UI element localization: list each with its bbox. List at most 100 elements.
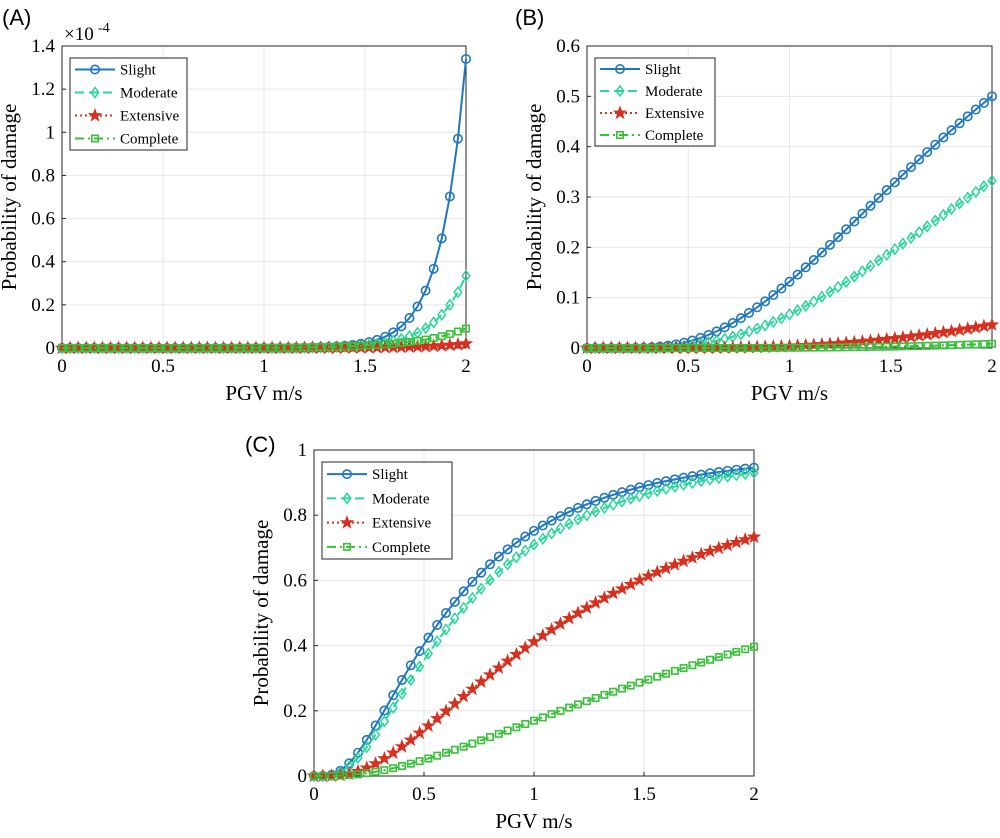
y-tick-label: 0.8 bbox=[31, 165, 55, 186]
data-point bbox=[676, 553, 691, 568]
data-point bbox=[500, 653, 515, 668]
legend-label: Moderate bbox=[645, 84, 703, 100]
data-point bbox=[555, 511, 566, 522]
data-point bbox=[714, 471, 724, 485]
data-point bbox=[394, 739, 410, 753]
data-point bbox=[769, 343, 778, 352]
data-point bbox=[922, 220, 932, 233]
data-point bbox=[389, 339, 398, 348]
data-point bbox=[800, 262, 811, 273]
legend-marker bbox=[90, 64, 101, 75]
data-point bbox=[187, 343, 196, 352]
data-point bbox=[865, 259, 876, 273]
legend-marker bbox=[339, 515, 355, 529]
data-point bbox=[138, 343, 147, 352]
data-point bbox=[368, 756, 383, 770]
series-line bbox=[313, 471, 755, 777]
data-point bbox=[403, 732, 419, 747]
data-point bbox=[512, 723, 521, 732]
data-point bbox=[356, 341, 365, 350]
data-point bbox=[397, 338, 406, 347]
data-point bbox=[98, 343, 107, 352]
data-point bbox=[617, 684, 626, 693]
data-point bbox=[898, 237, 908, 250]
data-point bbox=[529, 538, 539, 551]
y-tick-label: 1.4 bbox=[31, 36, 55, 57]
data-point bbox=[590, 505, 601, 518]
legend-marker bbox=[87, 107, 103, 122]
data-point bbox=[915, 341, 924, 350]
y-exponent-power: -4 bbox=[98, 21, 110, 36]
data-point bbox=[163, 343, 172, 352]
data-point bbox=[405, 660, 416, 671]
data-point bbox=[82, 343, 91, 352]
data-point bbox=[672, 343, 681, 352]
data-point bbox=[447, 696, 463, 710]
data-point bbox=[276, 343, 285, 352]
legend-marker bbox=[612, 105, 628, 120]
data-point bbox=[353, 751, 363, 765]
data-point bbox=[824, 239, 835, 250]
y-tick-label: 0.6 bbox=[31, 209, 55, 230]
data-point bbox=[458, 336, 474, 350]
data-point bbox=[939, 341, 948, 350]
data-point bbox=[362, 769, 371, 778]
data-point bbox=[705, 655, 714, 664]
x-tick-label: 2 bbox=[461, 356, 471, 377]
data-point bbox=[484, 559, 495, 570]
data-point bbox=[670, 666, 679, 675]
y-tick-label: 0.4 bbox=[283, 636, 307, 657]
legend: Slight Moderate Extensive Complete bbox=[321, 461, 453, 560]
data-point bbox=[437, 308, 447, 322]
y-tick-label: 1 bbox=[298, 440, 308, 461]
data-point bbox=[591, 693, 600, 702]
data-point bbox=[736, 327, 746, 341]
data-point bbox=[678, 478, 689, 491]
data-point bbox=[468, 739, 477, 748]
data-point bbox=[509, 646, 524, 661]
data-point bbox=[348, 342, 357, 351]
x-tick-label: 0.5 bbox=[676, 356, 700, 377]
data-point bbox=[377, 750, 392, 765]
panel-label: (B) bbox=[515, 5, 544, 30]
data-point bbox=[776, 283, 787, 294]
data-point bbox=[643, 487, 654, 500]
x-tick-label: 1.5 bbox=[879, 356, 903, 377]
data-point bbox=[227, 343, 236, 352]
data-point bbox=[693, 546, 709, 561]
data-point bbox=[556, 706, 565, 715]
data-point bbox=[834, 343, 843, 352]
data-point bbox=[547, 710, 556, 719]
data-point bbox=[467, 576, 478, 587]
data-point bbox=[970, 104, 981, 115]
data-point bbox=[485, 733, 494, 742]
data-point bbox=[749, 642, 758, 651]
data-point bbox=[866, 342, 875, 351]
data-point bbox=[605, 585, 621, 600]
data-point bbox=[850, 343, 859, 352]
data-point bbox=[749, 466, 759, 479]
y-tick-label: 0.6 bbox=[283, 570, 307, 591]
data-point bbox=[517, 640, 533, 655]
data-point bbox=[432, 635, 442, 648]
data-point bbox=[626, 492, 636, 505]
data-point bbox=[353, 770, 362, 779]
data-point bbox=[979, 340, 988, 349]
data-point bbox=[553, 616, 568, 631]
data-point bbox=[467, 591, 478, 605]
data-point bbox=[641, 568, 656, 583]
data-point bbox=[731, 468, 742, 482]
data-point bbox=[881, 185, 892, 196]
data-point bbox=[962, 111, 973, 122]
data-point bbox=[146, 343, 155, 352]
series-line bbox=[313, 466, 755, 777]
data-point bbox=[476, 582, 486, 595]
y-tick-label: 0.5 bbox=[556, 86, 580, 107]
legend-label: Extensive bbox=[120, 109, 179, 125]
data-point bbox=[406, 759, 415, 768]
data-point bbox=[385, 745, 401, 759]
y-tick-label: 0 bbox=[571, 338, 581, 359]
data-point bbox=[582, 343, 591, 352]
data-point bbox=[423, 647, 434, 660]
data-point bbox=[652, 484, 662, 498]
